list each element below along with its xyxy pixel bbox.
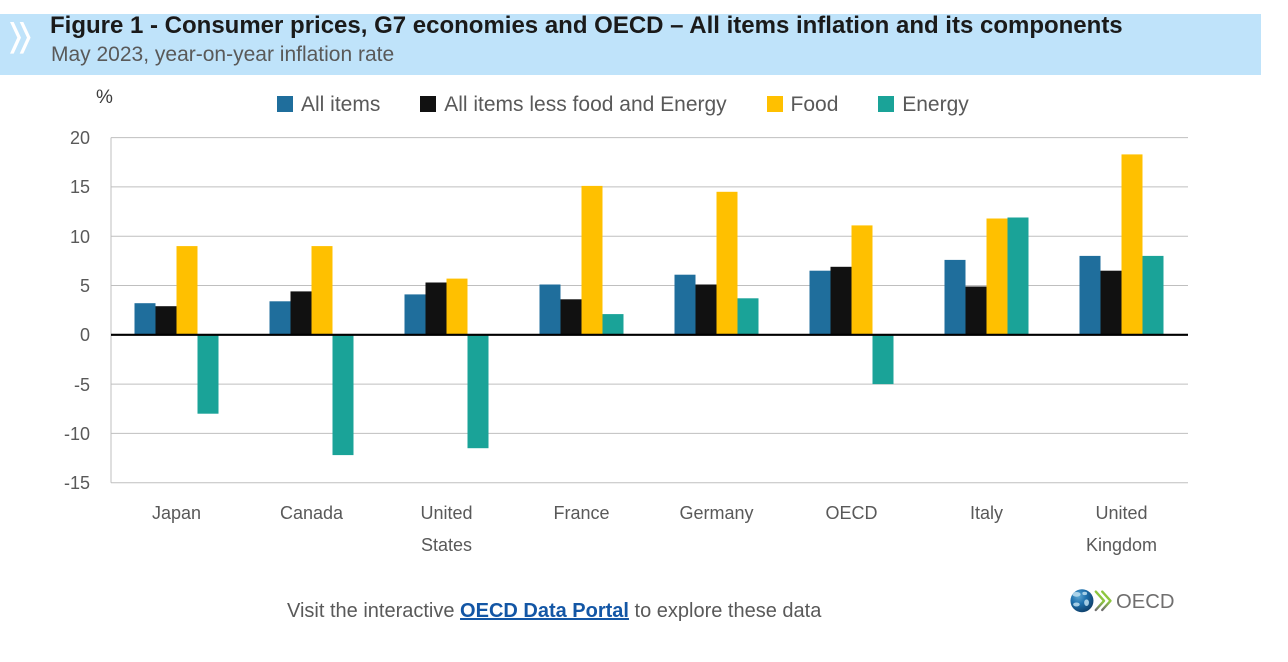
svg-text:OECD: OECD [1116, 591, 1174, 613]
